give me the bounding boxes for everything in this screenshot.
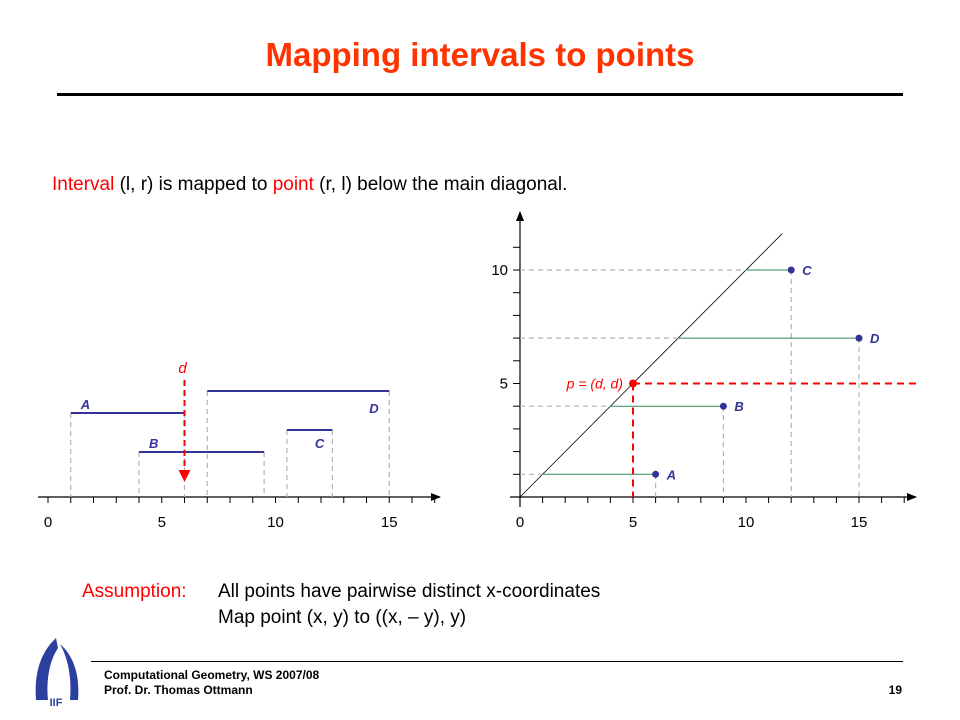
point-c (787, 266, 795, 274)
left-interval-diagram: 0 5 10 15 A B C Dd (38, 360, 441, 531)
title-divider (57, 93, 903, 96)
y-tick-label: 5 (500, 376, 508, 393)
x-tick-label: 15 (381, 514, 398, 531)
assumption-line-2: Map point (x, y) to ((x, – y), y) (218, 607, 467, 628)
point-b (719, 402, 727, 410)
x-tick-label: 5 (629, 514, 637, 531)
assumption-line-1: All points have pairwise distinct x-coor… (218, 581, 601, 602)
assumption-label: Assumption: (82, 581, 187, 602)
statement-interval-word: Interval (52, 174, 115, 195)
right-point-diagram: 0 5 10 15 5 10 A B C Dp = (d, d) (491, 211, 918, 531)
statement-text-1: (l, r) is mapped to (114, 174, 273, 195)
query-point-label: p = (d, d) (566, 376, 623, 392)
interval-label-d: D (369, 401, 379, 416)
x-tick-label: 10 (738, 514, 755, 531)
statement-point-word: point (272, 174, 314, 195)
footer-divider (91, 661, 903, 662)
point-d (855, 334, 863, 342)
interval-label-c: C (315, 436, 325, 451)
interval-label-b: B (149, 436, 158, 451)
point-label-a: A (666, 467, 676, 482)
assumption-block: Assumption: All points have pairwise dist… (82, 579, 600, 631)
interval-label-a: A (80, 397, 90, 412)
mapping-statement: Interval (l, r) is mapped to point (r, l… (52, 174, 567, 196)
point-a (652, 470, 660, 478)
page-number: 19 (888, 683, 902, 697)
main-diagonal (519, 233, 783, 498)
logo-lettering: IIF (50, 697, 63, 708)
point-label-b: B (734, 399, 743, 414)
point-label-d: D (870, 331, 880, 346)
x-tick-label: 5 (158, 514, 166, 531)
footer: Computational Geometry, WS 2007/08 Prof.… (104, 668, 319, 698)
query-label: d (178, 360, 187, 377)
statement-text-2: (r, l) below the main diagonal. (313, 174, 568, 195)
x-tick-label: 0 (44, 514, 52, 531)
query-point (629, 379, 637, 388)
x-tick-label: 15 (851, 514, 868, 531)
y-tick-label: 10 (491, 262, 508, 279)
x-tick-label: 10 (267, 514, 284, 531)
point-label-c: C (802, 263, 812, 278)
footer-course: Computational Geometry, WS 2007/08 (104, 668, 320, 682)
x-tick-label: 0 (516, 514, 524, 531)
iif-logo: IIF (35, 638, 79, 708)
page-title: Mapping intervals to points (265, 36, 695, 73)
footer-author: Prof. Dr. Thomas Ottmann (104, 683, 253, 697)
